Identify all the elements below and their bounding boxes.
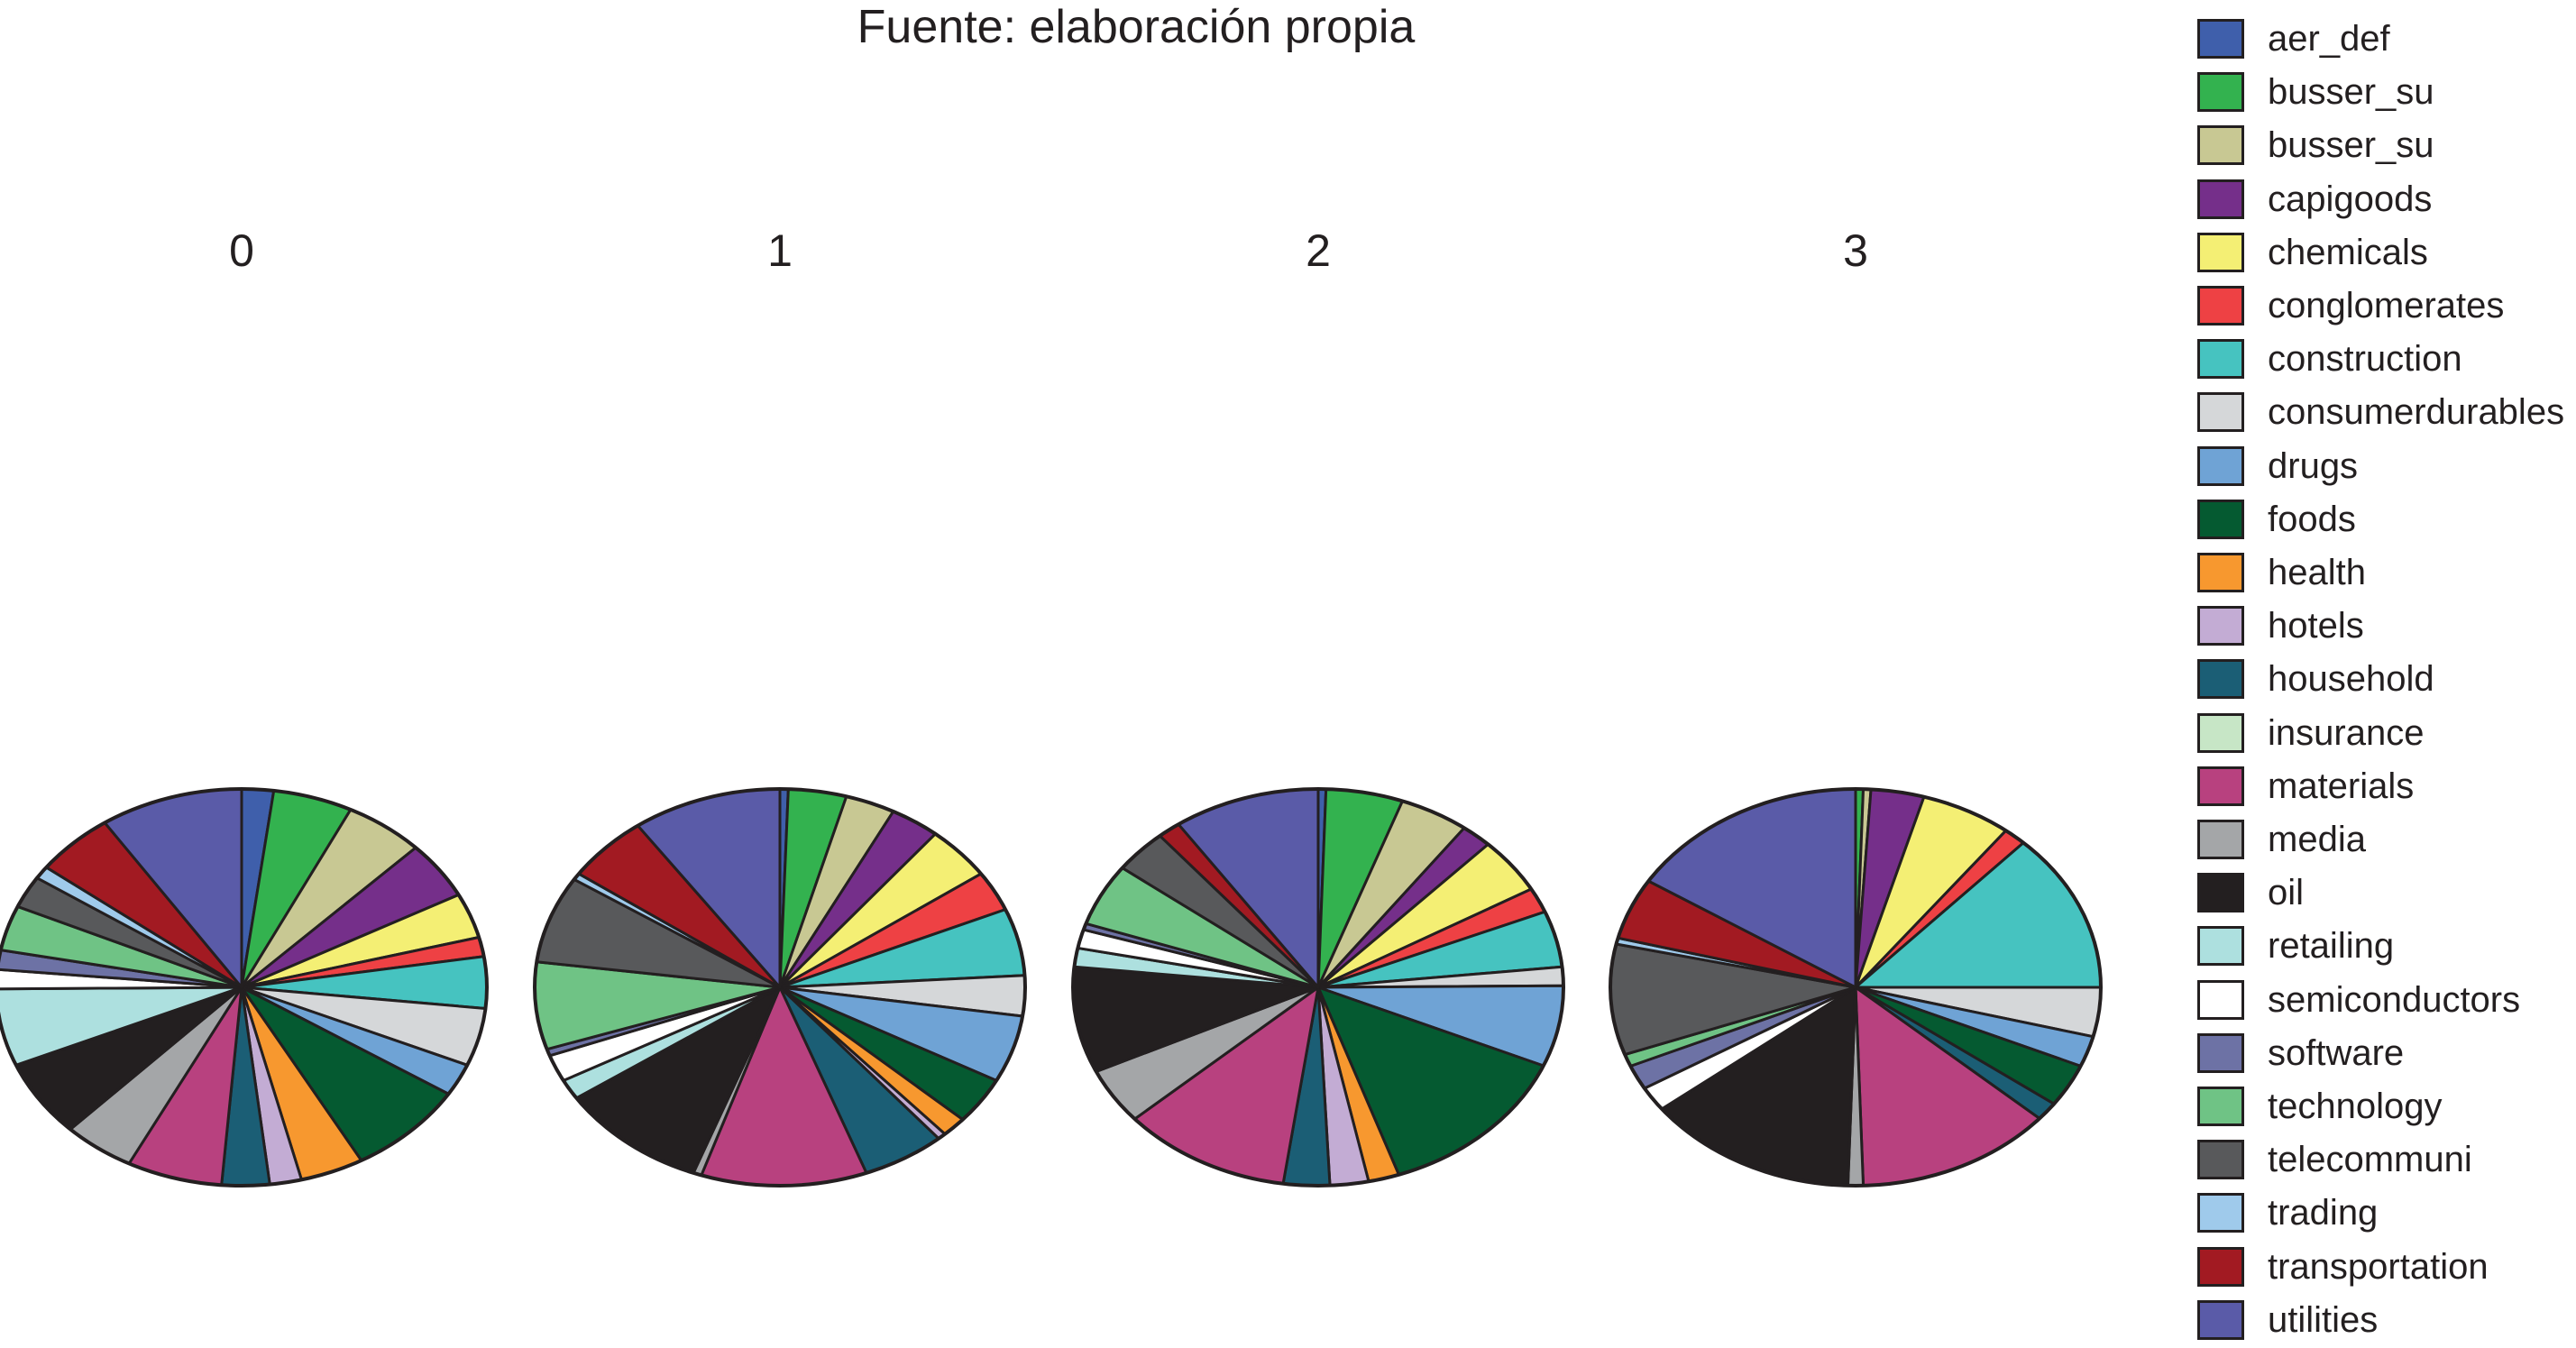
legend-swatch	[2197, 1087, 2244, 1126]
pie-outline	[0, 787, 489, 1188]
legend-label: construction	[2268, 339, 2462, 380]
legend-label: aer_def	[2268, 19, 2390, 59]
legend-swatch	[2197, 873, 2244, 913]
pie-outline	[1071, 787, 1565, 1188]
legend-swatch	[2197, 1299, 2244, 1340]
legend-label: telecommuni	[2268, 1140, 2472, 1180]
legend-swatch	[2197, 1246, 2244, 1287]
legend-item: capigoods	[2197, 177, 2576, 224]
legend-swatch	[2197, 339, 2244, 380]
legend-swatch	[2197, 392, 2244, 433]
legend-item: telecommuni	[2197, 1137, 2576, 1184]
legend-item: household	[2197, 656, 2576, 703]
legend-swatch	[2197, 1140, 2244, 1180]
legend-label: retailing	[2268, 926, 2395, 967]
legend-swatch	[2197, 1193, 2244, 1233]
legend-label: utilities	[2268, 1299, 2379, 1340]
pie-title-0: 0	[229, 225, 254, 276]
legend-item: busser_su	[2197, 123, 2576, 170]
legend-label: foods	[2268, 499, 2356, 539]
legend-item: utilities	[2197, 1298, 2576, 1344]
legend-item: conglomerates	[2197, 283, 2576, 330]
legend-swatch	[2197, 820, 2244, 859]
legend-item: hotels	[2197, 603, 2576, 650]
legend-item: software	[2197, 1031, 2576, 1077]
legend-label: hotels	[2268, 606, 2364, 646]
pie-outline	[1609, 787, 2103, 1188]
legend-swatch	[2197, 766, 2244, 806]
legend-label: busser_su	[2268, 125, 2434, 166]
legend-swatch	[2197, 979, 2244, 1020]
legend-item: insurance	[2197, 711, 2576, 757]
legend-swatch	[2197, 72, 2244, 113]
legend-swatch	[2197, 286, 2244, 326]
pie-title-3: 3	[1843, 225, 1868, 276]
figure-title: Fuente: elaboración propia	[857, 1, 1416, 53]
legend-label: consumerdurables	[2268, 392, 2565, 433]
legend-item: consumerdurables	[2197, 390, 2576, 436]
legend-swatch	[2197, 125, 2244, 166]
legend-item: media	[2197, 817, 2576, 864]
pie-title-1: 1	[767, 225, 793, 276]
legend-label: transportation	[2268, 1246, 2489, 1287]
legend-item: technology	[2197, 1084, 2576, 1131]
legend-label: conglomerates	[2268, 286, 2505, 326]
legend-label: software	[2268, 1032, 2405, 1073]
pie-charts	[0, 787, 2103, 1188]
legend-label: technology	[2268, 1087, 2443, 1126]
legend-label: media	[2268, 820, 2366, 859]
legend-label: busser_su	[2268, 72, 2434, 113]
legend-item: trading	[2197, 1190, 2576, 1237]
legend-label: insurance	[2268, 712, 2425, 753]
legend-item: oil	[2197, 870, 2576, 917]
legend-swatch	[2197, 606, 2244, 646]
pie-title-2: 2	[1306, 225, 1331, 276]
legend-label: household	[2268, 659, 2434, 700]
pie-outline	[533, 787, 1027, 1188]
legend-label: chemicals	[2268, 232, 2428, 272]
legend-swatch	[2197, 926, 2244, 967]
legend-item: drugs	[2197, 444, 2576, 491]
legend-item: semiconductors	[2197, 977, 2576, 1024]
legend-swatch	[2197, 712, 2244, 753]
pie-1	[533, 787, 1027, 1188]
legend-swatch	[2197, 1032, 2244, 1073]
pie-3	[1609, 787, 2103, 1188]
legend-item: retailing	[2197, 923, 2576, 970]
legend-swatch	[2197, 19, 2244, 59]
legend-swatch	[2197, 499, 2244, 539]
legend-label: materials	[2268, 766, 2415, 806]
legend-swatch	[2197, 553, 2244, 592]
legend-item: chemicals	[2197, 230, 2576, 277]
legend-item: aer_def	[2197, 16, 2576, 63]
legend-label: drugs	[2268, 445, 2359, 486]
legend-label: trading	[2268, 1193, 2379, 1233]
legend-item: foods	[2197, 497, 2576, 544]
legend-item: health	[2197, 550, 2576, 597]
pie-2	[1071, 787, 1565, 1188]
legend-swatch	[2197, 445, 2244, 486]
legend-label: semiconductors	[2268, 979, 2521, 1020]
legend-label: capigoods	[2268, 179, 2433, 219]
legend-item: transportation	[2197, 1244, 2576, 1291]
pie-0	[0, 787, 489, 1188]
legend-swatch	[2197, 232, 2244, 272]
legend-item: busser_su	[2197, 69, 2576, 116]
legend-swatch	[2197, 179, 2244, 219]
legend-label: health	[2268, 553, 2366, 592]
legend-item: construction	[2197, 336, 2576, 383]
legend-item: materials	[2197, 764, 2576, 811]
legend-swatch	[2197, 659, 2244, 700]
legend-label: oil	[2268, 873, 2305, 913]
